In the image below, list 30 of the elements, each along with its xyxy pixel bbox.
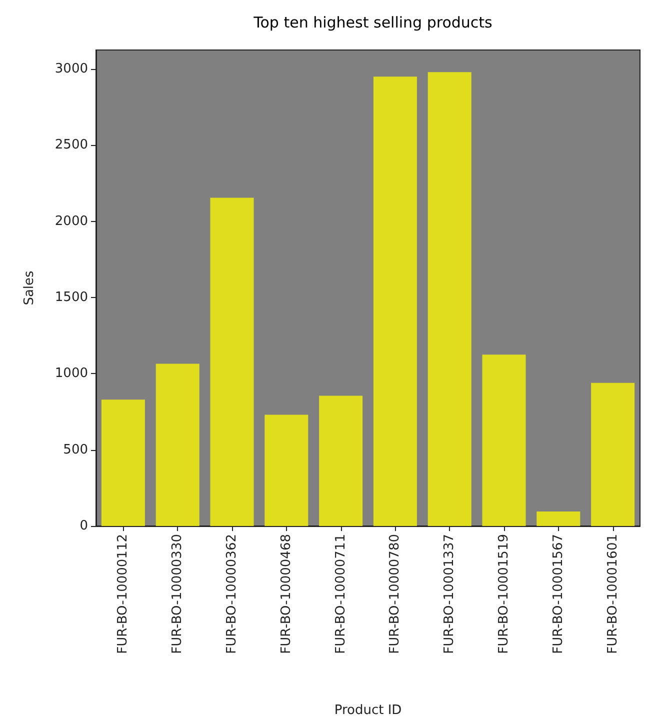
bar <box>536 512 580 526</box>
bar <box>156 364 200 526</box>
y-tick-label: 500 <box>63 442 88 458</box>
bar <box>591 382 635 526</box>
bar <box>264 414 308 526</box>
y-tick-label: 3000 <box>54 62 88 77</box>
bar <box>319 396 363 526</box>
x-tick-label: FUR-BO-10000330 <box>170 534 186 654</box>
x-tick-label: FUR-BO-10001601 <box>605 534 620 654</box>
y-tick-label: 2000 <box>54 214 88 229</box>
bar <box>210 198 254 526</box>
x-tick-label: FUR-BO-10000112 <box>116 534 131 654</box>
y-tick-label: 1000 <box>54 366 88 382</box>
x-tick-label: FUR-BO-10000468 <box>278 534 294 654</box>
bar <box>373 76 417 526</box>
y-tick-label: 2500 <box>54 138 88 153</box>
x-tick-label: FUR-BO-10001567 <box>550 534 566 654</box>
y-tick-label: 1500 <box>54 290 88 306</box>
x-tick-label: FUR-BO-10000362 <box>224 534 240 654</box>
bar <box>101 400 145 526</box>
bar <box>482 354 526 526</box>
chart-title: Top ten highest selling products <box>252 14 493 32</box>
y-tick-label: 0 <box>80 518 88 534</box>
x-tick-label: FUR-BO-10001519 <box>496 534 512 654</box>
x-tick-label: FUR-BO-10000780 <box>388 534 403 654</box>
bar <box>428 72 472 526</box>
x-axis-title: Product ID <box>334 703 402 718</box>
y-axis-title: Sales <box>22 270 37 306</box>
x-tick-label: FUR-BO-10001337 <box>442 534 458 654</box>
x-tick-label: FUR-BO-10000711 <box>333 534 348 654</box>
